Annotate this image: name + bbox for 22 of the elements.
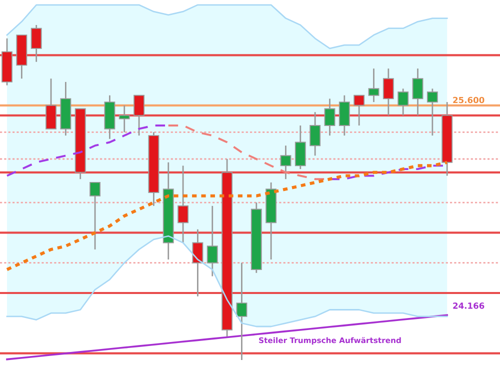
candlestick <box>206 205 218 277</box>
text: 25.600 <box>453 96 484 104</box>
candlestick <box>30 24 42 63</box>
candlestick <box>90 182 100 250</box>
candlestick <box>426 88 438 136</box>
candlestick <box>382 68 394 116</box>
candlestick <box>280 144 292 180</box>
candlestick <box>398 88 409 116</box>
candlestick <box>192 228 204 298</box>
candlestick <box>134 94 145 136</box>
candlestick <box>294 124 306 170</box>
candlestick <box>338 94 350 136</box>
candlestick <box>412 68 424 116</box>
candlestick <box>310 111 321 156</box>
candlestick <box>368 68 380 103</box>
candlestick <box>324 98 336 136</box>
candlestick <box>178 165 189 244</box>
text: 24.166 <box>453 302 484 309</box>
candlestick <box>46 78 56 130</box>
candlestick <box>118 104 130 133</box>
candlestick <box>236 262 248 361</box>
candlestick <box>354 94 365 126</box>
